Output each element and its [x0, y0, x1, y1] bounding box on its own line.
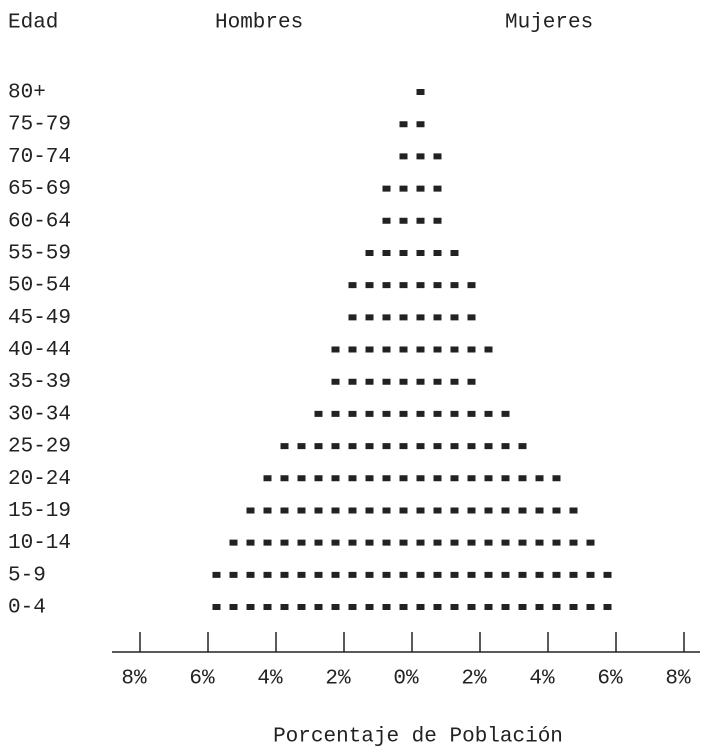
- x-tick-label: 6%: [597, 668, 623, 691]
- y-tick-label: 40-44: [8, 339, 71, 362]
- series-header: Mujeres: [505, 12, 593, 35]
- x-tick-label: 4%: [529, 668, 555, 691]
- y-tick-label: 45-49: [8, 307, 71, 330]
- y-tick-label: 25-29: [8, 436, 71, 459]
- y-tick-label: 0-4: [8, 597, 46, 620]
- x-tick-label: 8%: [121, 668, 147, 691]
- y-tick-label: 80+: [8, 82, 46, 105]
- y-tick-label: 70-74: [8, 146, 71, 169]
- y-tick-label: 35-39: [8, 371, 71, 394]
- x-tick-label: 2%: [325, 668, 351, 691]
- y-axis-label: Edad: [8, 12, 58, 35]
- x-axis-label: Porcentaje de Población: [273, 726, 563, 749]
- x-tick-label: 8%: [665, 668, 691, 691]
- x-tick-label: 6%: [189, 668, 215, 691]
- y-tick-label: 5-9: [8, 564, 46, 587]
- y-tick-label: 55-59: [8, 242, 71, 265]
- y-tick-label: 75-79: [8, 114, 71, 137]
- y-tick-label: 30-34: [8, 403, 71, 426]
- y-tick-label: 15-19: [8, 500, 71, 523]
- y-tick-label: 50-54: [8, 275, 71, 298]
- x-tick-label: 0%: [393, 668, 419, 691]
- y-tick-label: 10-14: [8, 532, 71, 555]
- y-tick-label: 65-69: [8, 178, 71, 201]
- x-tick-label: 2%: [461, 668, 487, 691]
- y-tick-label: 60-64: [8, 210, 71, 233]
- x-tick-label: 4%: [257, 668, 283, 691]
- series-header: Hombres: [215, 12, 303, 35]
- y-tick-label: 20-24: [8, 468, 71, 491]
